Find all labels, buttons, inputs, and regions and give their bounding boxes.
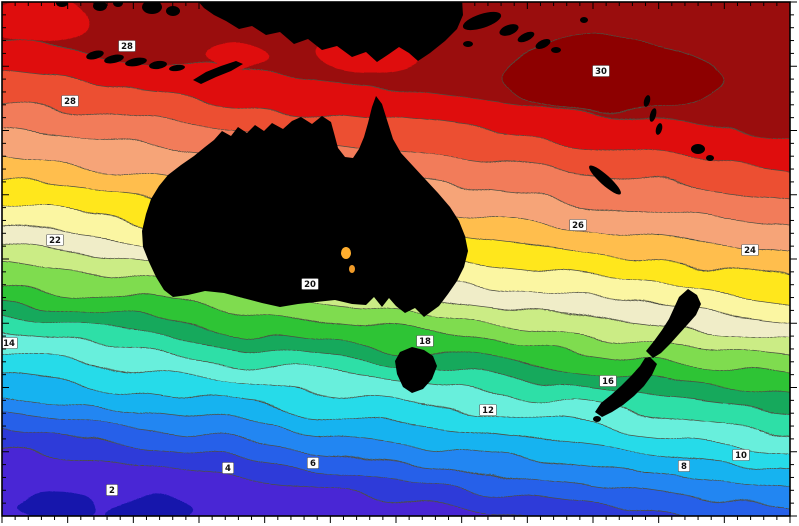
contour-label-text: 4 — [225, 464, 231, 474]
land-new-guinea — [198, 2, 463, 62]
contour-label-text: 10 — [735, 451, 747, 461]
land-tasmania — [395, 347, 437, 393]
contour-label: 4 — [222, 462, 235, 474]
island — [219, 152, 229, 158]
contour-labels: 28 30 28 26 24 22 20 18 14 16 12 10 8 6 4 2 — [2, 40, 759, 496]
island — [142, 2, 162, 14]
inland-lake — [341, 247, 351, 259]
island — [551, 47, 561, 53]
land-new-zealand-south-island — [595, 357, 657, 417]
contour-label: 2 — [106, 484, 119, 496]
island — [166, 6, 180, 16]
island — [580, 17, 588, 23]
island — [104, 54, 124, 64]
island — [462, 11, 502, 31]
land-timor — [193, 61, 243, 84]
contour-label: 18 — [416, 335, 434, 347]
contour-label-text: 22 — [49, 236, 61, 246]
land-masses — [56, 2, 714, 422]
contour-label: 6 — [306, 457, 319, 469]
contour-label-text: 18 — [419, 337, 431, 347]
island — [206, 146, 222, 154]
contour-label-text: 20 — [304, 280, 316, 290]
contour-label-text: 12 — [482, 406, 494, 416]
island — [463, 41, 473, 47]
contour-label: 24 — [741, 244, 759, 256]
contour-label-text: 24 — [744, 246, 756, 256]
contour-label-text: 6 — [310, 459, 316, 469]
contour-label-text: 28 — [64, 97, 76, 107]
contour-label: 20 — [301, 278, 319, 290]
island — [643, 95, 651, 107]
cold-pool — [13, 493, 97, 516]
island — [86, 50, 104, 60]
contour-label-text: 8 — [681, 462, 687, 472]
island — [535, 39, 551, 49]
island — [649, 108, 657, 122]
contour-label: 26 — [569, 219, 587, 231]
land-new-zealand-north-island — [646, 289, 701, 358]
land-australia — [142, 96, 468, 317]
contour-label: 14 — [2, 337, 18, 349]
island — [125, 57, 147, 67]
contour-label-text: 14 — [3, 339, 15, 349]
warm-patch — [203, 48, 267, 72]
island — [517, 31, 535, 43]
island — [706, 155, 714, 161]
island — [499, 24, 519, 36]
closed-contour-loop — [496, 36, 728, 114]
contour-label: 28 — [118, 40, 136, 52]
contour-label-text: 26 — [572, 221, 584, 231]
island — [593, 416, 601, 422]
cold-pool — [108, 498, 196, 516]
contour-label-text: 2 — [109, 486, 115, 496]
contour-label-text: 30 — [595, 67, 607, 77]
island — [93, 2, 107, 11]
island — [149, 60, 167, 70]
contour-label-text: 28 — [121, 42, 133, 52]
contour-label: 28 — [61, 95, 79, 107]
island — [655, 123, 663, 135]
island — [56, 2, 68, 7]
island — [691, 144, 705, 154]
contour-label: 8 — [677, 460, 690, 472]
contour-label-text: 16 — [602, 377, 614, 387]
warm-patch — [2, 2, 95, 46]
island — [169, 64, 185, 72]
contour-label: 22 — [46, 234, 64, 246]
inland-lake — [349, 265, 355, 273]
island — [589, 165, 621, 195]
contour-label: 12 — [479, 404, 497, 416]
contour-label: 10 — [732, 449, 750, 461]
contour-label: 16 — [599, 375, 617, 387]
contour-label: 30 — [592, 65, 610, 77]
